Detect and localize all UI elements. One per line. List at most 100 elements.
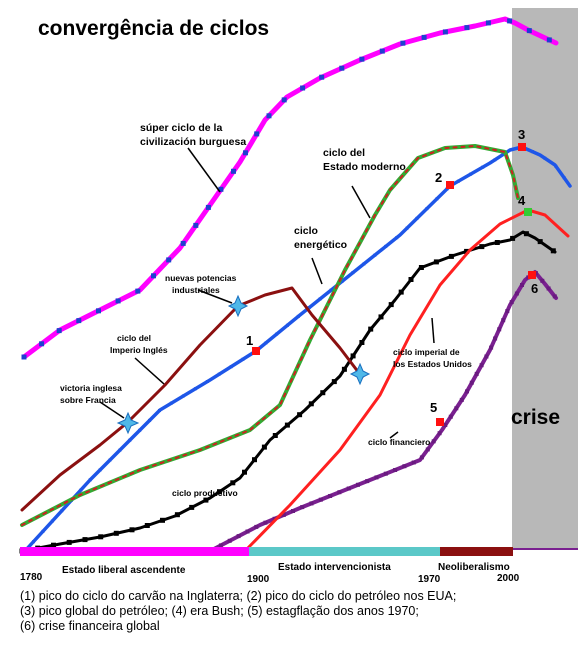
financeiro-dot (514, 291, 519, 296)
financeiro-dot (236, 534, 241, 539)
estado-dot (318, 297, 322, 301)
produtivo-dot (66, 539, 72, 545)
year-1970: 1970 (418, 574, 441, 585)
superciclo-dot (21, 354, 27, 360)
label-estado-moderno-2: Estado moderno (323, 161, 406, 173)
produtivo-dot (144, 523, 150, 528)
financeiro-dot (227, 538, 232, 543)
crise-band (512, 8, 578, 550)
diagram-title: convergência de ciclos (38, 17, 269, 40)
financeiro-dot (479, 363, 484, 368)
estado-dot (128, 438, 132, 442)
superciclo-dot (485, 20, 491, 26)
estado-dot (205, 380, 209, 383)
estado-dot (307, 306, 311, 310)
produtivo-dot (378, 314, 384, 320)
estado-dot (108, 458, 112, 462)
estado-dot (456, 179, 460, 183)
produtivo-dot (82, 537, 88, 543)
financeiro-dot (281, 512, 286, 517)
financeiro-dot (489, 345, 494, 350)
produtivo-dot (98, 534, 104, 540)
financeiro-dot (505, 309, 510, 314)
financeiro-dot (497, 327, 502, 332)
estado-dot (554, 164, 558, 168)
estado-dot (340, 279, 344, 283)
financeiro-dot (374, 475, 379, 480)
estado-dot (329, 288, 333, 292)
timeline-years: 1780 1900 1970 2000 (20, 572, 520, 585)
produtivo-dot (479, 244, 485, 250)
financeiro-dot (459, 397, 464, 402)
financeiro-dot (520, 283, 524, 287)
financeiro-dot (431, 439, 436, 444)
produtivo-dot (308, 401, 314, 407)
superciclo-dot (151, 273, 156, 279)
financeiro-dot (465, 389, 469, 394)
estado-dot (79, 488, 83, 492)
estado-dot (530, 150, 534, 154)
financeiro-dot (474, 371, 479, 376)
produtivo-dot (297, 412, 303, 418)
financeiro-dot (328, 494, 333, 498)
marker-numbers: 1 2 3 4 5 6 (246, 127, 538, 415)
marker-2: 2 (435, 170, 442, 185)
produtivo-dot (51, 542, 56, 548)
financeiro-dot (411, 460, 416, 465)
estado-dot (395, 236, 399, 240)
produtivo-dot (189, 504, 195, 510)
superciclo-dot (76, 318, 82, 324)
year-1900: 1900 (247, 574, 270, 585)
produtivo-dot (160, 517, 165, 523)
financeiro-dot (493, 336, 498, 341)
era-liberal: Estado liberal ascendente (62, 565, 186, 576)
label-energetico: ciclo (294, 225, 318, 237)
estado-dot (296, 314, 300, 318)
estado-dot (138, 428, 142, 432)
financeiro-dot (419, 455, 424, 460)
superciclo-dot (266, 113, 272, 119)
marker-3: 3 (518, 127, 525, 142)
superciclo-dot (421, 34, 427, 40)
estado-dot (362, 262, 366, 266)
superciclo-dot (231, 168, 236, 174)
superciclo-dot (218, 186, 224, 192)
produtivo-dot (350, 353, 356, 359)
label-victoria: victoria inglesa (60, 383, 122, 393)
produtivo-dot (418, 265, 424, 270)
estado-dot (32, 540, 35, 544)
financeiro-dot (309, 501, 314, 506)
financeiro-dot (263, 520, 268, 525)
superciclo-dot (464, 25, 470, 31)
produtivo-dot (398, 289, 404, 295)
produtivo-dot (494, 240, 500, 245)
produtivo-dot (230, 480, 236, 486)
era-neoliberal-bar (440, 547, 513, 556)
intersection-potencias-star (227, 294, 249, 318)
superciclo-line (21, 16, 559, 360)
financeiro-dot (393, 468, 398, 472)
produtivo-dot (113, 530, 119, 536)
financeiro-dot (291, 509, 295, 513)
superciclo-dot (379, 48, 385, 54)
label-imperial-eua-2: los Estados Unidos (393, 359, 472, 369)
superciclo-dot (359, 56, 365, 62)
estado-dot (405, 226, 409, 230)
produtivo-dot (203, 497, 209, 503)
superciclo-dot (442, 29, 448, 35)
estado-dot (158, 409, 161, 412)
marker-5-square (436, 418, 444, 426)
superciclo-dot (115, 298, 121, 304)
marker-4: 4 (518, 193, 526, 208)
produtivo-dot (408, 277, 414, 282)
financeiro-dot (318, 497, 323, 502)
superciclo-dot (96, 308, 101, 314)
superciclo-dot (180, 240, 186, 246)
estado-dot (241, 357, 245, 361)
superciclo-dot (205, 204, 211, 210)
produtivo-dot (448, 253, 454, 259)
label-estado-moderno: ciclo del (323, 147, 365, 159)
produtivo-dot (510, 235, 516, 241)
produtivo-dot (284, 422, 290, 428)
